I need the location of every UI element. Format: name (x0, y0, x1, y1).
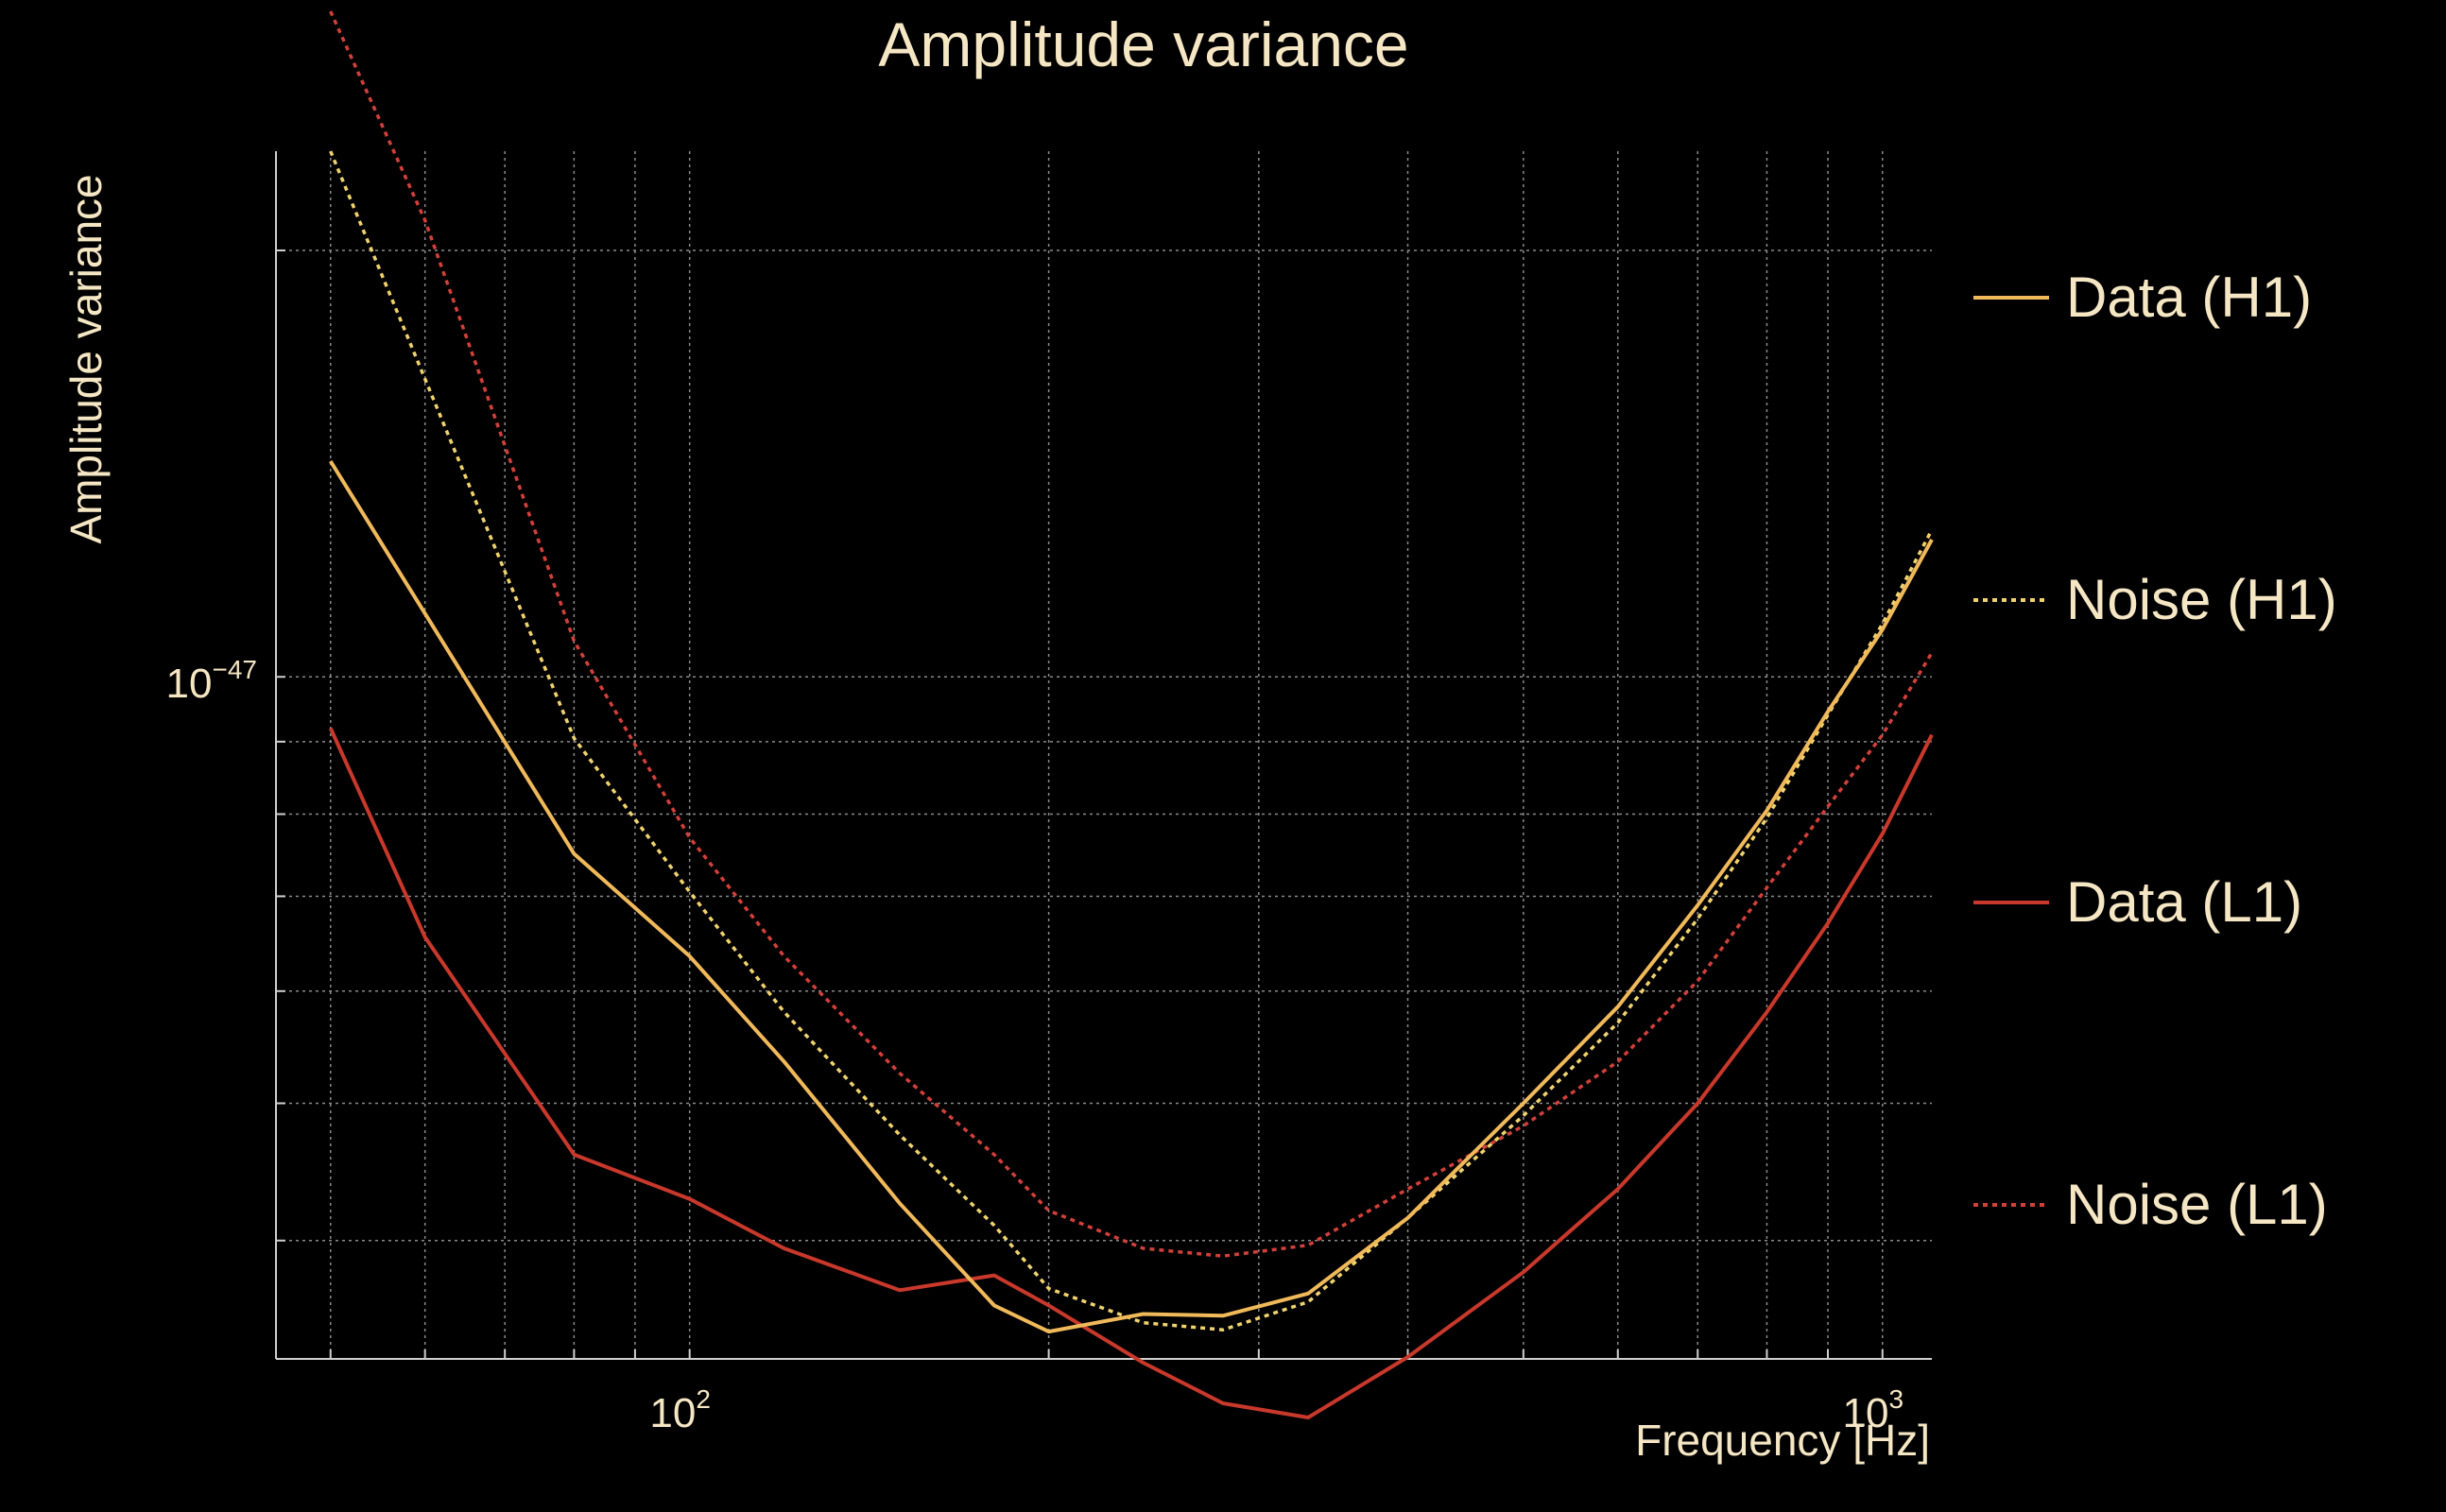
legend-label: Noise (L1) (2066, 1173, 2328, 1236)
series-line-noise-l1 (329, 10, 1934, 1258)
series-line-data-h1 (329, 459, 1934, 1334)
legend: Data (H1) Noise (H1) Data (L1) Noise (L1) (1973, 266, 2337, 1236)
series (328, 10, 1934, 1419)
series-line-noise-h1 (329, 150, 1934, 1332)
legend-item-data-l1: Data (L1) (1973, 870, 2302, 934)
legend-label: Noise (H1) (2066, 568, 2337, 631)
legend-item-noise-l1: Noise (L1) (1973, 1173, 2328, 1236)
series-line-data-l1 (328, 727, 1934, 1419)
x-tick-label: 103 (1842, 1384, 1903, 1436)
legend-label: Data (H1) (2066, 266, 2312, 329)
grid (276, 151, 1932, 1359)
x-tick-label: 102 (649, 1384, 711, 1436)
legend-item-noise-h1: Noise (H1) (1973, 568, 2337, 631)
y-axis-label: Amplitude variance (61, 174, 111, 543)
y-tick-label: 10−47 (166, 655, 257, 707)
legend-label: Data (L1) (2066, 870, 2302, 934)
legend-item-data-h1: Data (H1) (1973, 266, 2312, 329)
ticks: 102 103 10−47 (166, 249, 1903, 1436)
x-axis-label: Frequency [Hz] (1635, 1416, 1930, 1465)
chart-title: Amplitude variance (878, 9, 1408, 79)
axes (275, 151, 1932, 1360)
